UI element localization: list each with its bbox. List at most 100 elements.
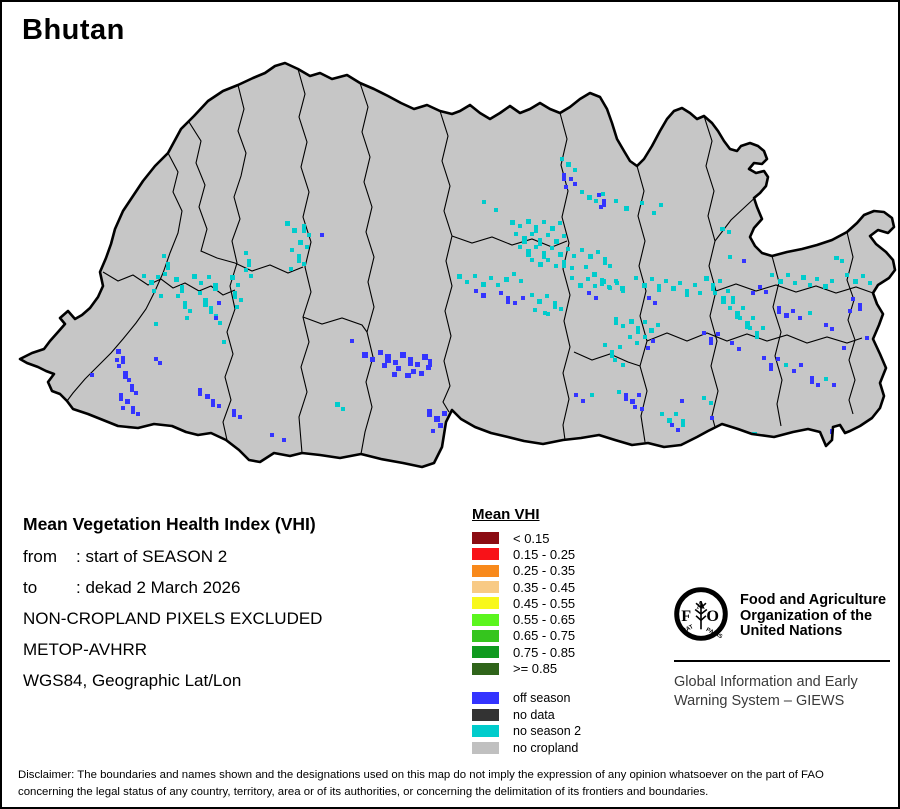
vhi-pixel-off-season — [123, 371, 128, 379]
vhi-pixel-no-season-2 — [656, 323, 660, 327]
vhi-pixel-off-season — [798, 316, 802, 320]
to-value: : dekad 2 March 2026 — [76, 578, 241, 597]
vhi-pixel-no-season-2 — [594, 199, 598, 203]
vhi-pixel-off-season — [737, 347, 741, 351]
district-boundary — [359, 82, 375, 455]
svg-text:O: O — [706, 607, 719, 625]
vhi-pixel-no-season-2 — [192, 274, 197, 279]
legend-color-swatch — [472, 742, 499, 755]
vhi-pixel-no-season-2 — [578, 283, 583, 288]
legend-label: 0.65 - 0.75 — [513, 628, 576, 644]
legend-row: no data — [472, 706, 581, 723]
legend-label: no season 2 — [513, 724, 582, 739]
vhi-pixel-off-season — [762, 356, 766, 360]
metadata-from-row: from : start of SEASON 2 — [23, 547, 322, 567]
vhi-pixel-no-season-2 — [481, 282, 486, 287]
vhi-pixel-off-season — [121, 406, 125, 410]
vhi-pixel-no-season-2 — [588, 254, 593, 259]
vhi-pixel-no-season-2 — [731, 296, 735, 304]
vhi-pixel-no-season-2 — [247, 259, 251, 267]
vhi-pixel-no-season-2 — [198, 291, 202, 295]
district-boundary — [846, 231, 856, 415]
svg-text:F: F — [681, 607, 691, 625]
district-boundary — [302, 316, 368, 333]
vhi-pixel-no-season-2 — [566, 162, 571, 167]
vhi-pixel-no-season-2 — [562, 260, 566, 268]
legend-color-swatch — [472, 564, 499, 577]
legend-label: no cropland — [513, 741, 579, 756]
vhi-pixel-off-season — [205, 394, 210, 399]
legend-row: no cropland — [472, 740, 581, 757]
vhi-pixel-off-season — [865, 336, 869, 340]
vhi-pixel-off-season — [198, 388, 202, 396]
vhi-pixel-no-season-2 — [554, 264, 558, 268]
legend-color-swatch — [472, 532, 499, 545]
vhi-pixel-no-season-2 — [285, 221, 290, 226]
legend-row: 0.55 - 0.65 — [472, 611, 581, 627]
vhi-pixel-no-season-2 — [759, 233, 763, 237]
vhi-pixel-no-season-2 — [618, 345, 622, 349]
district-boundary — [636, 165, 648, 443]
legend-color-swatch — [472, 548, 499, 561]
vhi-pixel-no-season-2 — [868, 281, 872, 285]
vhi-pixel-off-season — [117, 364, 121, 368]
vhi-pixel-no-season-2 — [652, 211, 656, 215]
vhi-pixel-off-season — [481, 293, 486, 298]
vhi-pixel-off-season — [127, 378, 131, 382]
vhi-pixel-no-season-2 — [222, 340, 226, 344]
from-label: from — [23, 547, 57, 566]
vhi-pixel-off-season — [792, 369, 796, 373]
vhi-pixel-off-season — [581, 399, 585, 403]
vhi-pixel-no-season-2 — [530, 232, 534, 236]
vhi-pixel-no-season-2 — [608, 264, 612, 268]
vhi-pixel-no-season-2 — [152, 289, 156, 293]
vhi-pixel-off-season — [115, 358, 119, 362]
vhi-pixel-no-season-2 — [533, 308, 537, 312]
vhi-pixel-no-season-2 — [558, 221, 562, 225]
vhi-pixel-no-season-2 — [603, 257, 607, 265]
vhi-pixel-off-season — [125, 399, 130, 404]
vhi-pixel-no-season-2 — [244, 268, 248, 272]
legend-color-swatch — [472, 692, 499, 705]
vhi-pixel-no-season-2 — [808, 283, 812, 287]
vhi-pixel-off-season — [428, 359, 432, 367]
vhi-pixel-no-season-2 — [289, 267, 293, 271]
vhi-pixel-off-season — [646, 346, 650, 350]
vhi-pixel-no-season-2 — [538, 238, 542, 246]
vhi-pixel-no-season-2 — [514, 232, 518, 236]
vhi-pixel-off-season — [858, 303, 862, 311]
legend-color-swatch — [472, 581, 499, 594]
vhi-pixel-no-season-2 — [542, 251, 546, 259]
vhi-pixel-off-season — [624, 393, 628, 401]
vhi-pixel-off-season — [769, 363, 773, 371]
svg-text:FIAT: FIAT — [681, 624, 695, 635]
vhi-pixel-no-season-2 — [580, 248, 584, 252]
district-boundary — [297, 68, 312, 454]
vhi-pixel-no-season-2 — [573, 168, 577, 172]
vhi-pixel-off-season — [597, 193, 601, 197]
vhi-pixel-no-season-2 — [718, 279, 722, 283]
vhi-pixel-no-season-2 — [183, 301, 187, 309]
vhi-pixel-no-season-2 — [496, 283, 500, 287]
vhi-pixel-off-season — [587, 291, 591, 295]
vhi-pixel-no-season-2 — [711, 283, 715, 291]
vhi-pixel-no-season-2 — [236, 283, 240, 287]
vhi-pixel-off-season — [680, 399, 684, 403]
vhi-pixel-off-season — [426, 365, 431, 370]
vhi-pixel-no-season-2 — [745, 321, 750, 329]
vhi-pixel-no-season-2 — [592, 272, 597, 277]
legend-label: 0.15 - 0.25 — [513, 546, 576, 562]
vhi-pixel-no-season-2 — [657, 284, 661, 292]
vhi-pixel-no-season-2 — [542, 220, 546, 224]
wheat-stalk-icon — [694, 601, 708, 630]
vhi-pixel-no-season-2 — [156, 275, 160, 279]
vhi-pixel-no-season-2 — [584, 265, 588, 269]
vhi-pixel-off-season — [362, 352, 368, 358]
vhi-pixel-off-season — [411, 369, 416, 374]
vhi-pixel-no-season-2 — [586, 277, 590, 281]
vhi-pixel-off-season — [599, 205, 603, 209]
vhi-pixel-no-season-2 — [840, 259, 844, 263]
vhi-pixel-no-season-2 — [307, 233, 311, 237]
vhi-pixel-off-season — [602, 199, 606, 207]
